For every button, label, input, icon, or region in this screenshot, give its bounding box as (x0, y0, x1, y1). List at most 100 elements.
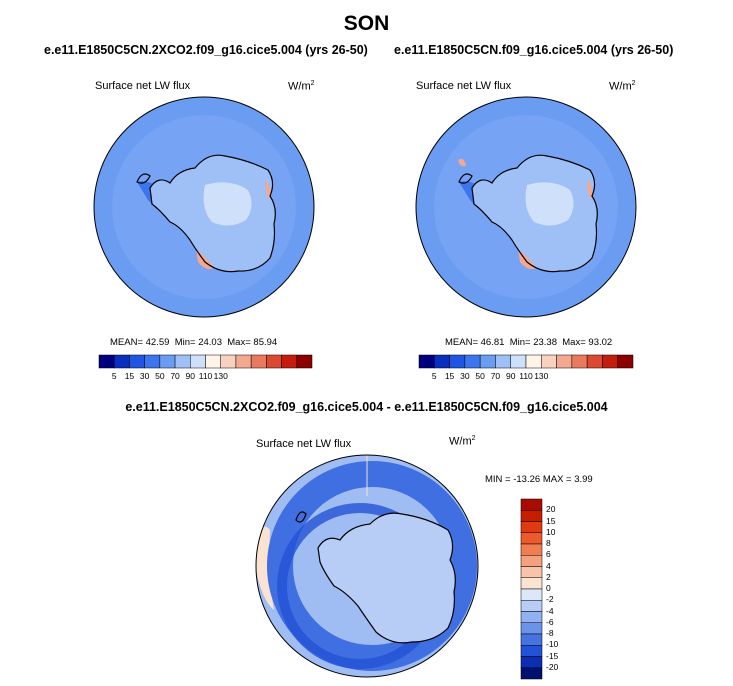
difference-colorbar-tick-label: 15 (546, 515, 556, 526)
right-colorbar-swatch (541, 354, 557, 369)
left-colorbar-swatch (159, 354, 176, 369)
left-colorbar-swatch (129, 354, 145, 369)
difference-colorbar-swatch (520, 633, 543, 646)
right-colorbar-swatch (495, 354, 511, 369)
page-title: SON (343, 12, 390, 35)
left-variable-label: Surface net LW flux (95, 80, 191, 92)
difference-colorbar-swatch (520, 667, 543, 680)
difference-variable-label: Surface net LW flux (256, 438, 352, 450)
right-colorbar-swatch (434, 354, 450, 369)
left-units-label: W/m2 (288, 80, 315, 93)
left-colorbar-swatch (266, 354, 282, 369)
right-panel-title: e.e11.E1850C5CN.f09_g16.cice5.004 (yrs 2… (394, 43, 674, 57)
left-colorbar-swatch (250, 354, 267, 369)
difference-colorbar-tick-label: 20 (546, 504, 556, 515)
difference-panel-title: e.e11.E1850C5CN.2XCO2.f09_g16.cice5.004 … (125, 400, 608, 414)
right-colorbar-swatch (602, 354, 618, 369)
difference-colorbar-swatch (520, 521, 543, 533)
right-colorbar (418, 354, 634, 369)
difference-stats: MIN = -13.26 MAX = 3.99 (485, 474, 593, 485)
right-polar-map (416, 97, 636, 317)
right-colorbar-tick-label: 15 (444, 371, 455, 381)
left-stats: MEAN= 42.59 Min= 24.03 Max= 85.94 (110, 337, 278, 348)
difference-colorbar-tick-label: 4 (546, 560, 551, 571)
left-colorbar-tick-label: 70 (170, 371, 180, 381)
difference-colorbar-swatch (520, 622, 543, 635)
difference-colorbar-tick-label: 8 (546, 538, 551, 548)
left-colorbar-tick-label: 110 (198, 371, 213, 381)
right-colorbar-tick-label: 90 (505, 371, 516, 381)
right-colorbar-tick-label: 110 (519, 371, 533, 381)
left-colorbar-swatch (281, 354, 298, 369)
left-colorbar-tick-label: 5 (111, 371, 117, 381)
interior-field (525, 182, 574, 226)
right-colorbar-tick-label: 50 (475, 371, 485, 381)
left-panel-title: e.e11.E1850C5CN.2XCO2.f09_g16.cice5.004 … (44, 43, 368, 57)
antarctica-coastline (471, 154, 598, 273)
peninsula-coastline (458, 173, 473, 184)
difference-colorbar-swatch (520, 566, 543, 578)
right-colorbar-swatch (479, 354, 496, 369)
left-colorbar-swatch (235, 354, 252, 369)
difference-colorbar-swatch (520, 600, 543, 612)
warm-anomaly-ross (518, 250, 536, 270)
right-colorbar-swatch (464, 354, 481, 369)
right-colorbar-swatch (525, 354, 542, 369)
warm-anomaly-peninsula (458, 158, 466, 167)
right-colorbar-tick-label: 30 (460, 371, 470, 381)
difference-colorbar-swatch (520, 645, 543, 657)
peninsula-coastline (136, 173, 151, 184)
left-colorbar (98, 354, 313, 369)
interior-field (203, 182, 252, 226)
left-map-border (93, 96, 315, 318)
antarctica-coastline (317, 512, 456, 644)
right-colorbar-tick-label: 70 (490, 371, 501, 381)
left-colorbar-tick-label: 90 (185, 371, 196, 381)
difference-colorbar-tick-label: -10 (546, 639, 559, 650)
difference-colorbar-swatch (520, 588, 543, 601)
left-colorbar-tick-label: 30 (139, 371, 150, 381)
right-variable-label: Surface net LW flux (416, 80, 512, 92)
right-stats: MEAN= 46.81 Min= 23.38 Max= 93.02 (445, 337, 613, 348)
difference-colorbar-swatch (520, 555, 543, 567)
left-colorbar-tick-label: 130 (213, 371, 228, 381)
difference-colorbar-swatch (520, 498, 543, 511)
warm-anomaly-coast (587, 180, 593, 200)
difference-colorbar-tick-label: -15 (546, 650, 559, 661)
left-colorbar-tick-label: 50 (155, 371, 165, 381)
difference-colorbar-tick-label: -6 (546, 616, 554, 627)
right-colorbar-swatch (449, 354, 466, 369)
difference-colorbar-tick-label: 6 (546, 549, 551, 560)
left-colorbar-tick-label: 15 (124, 371, 135, 381)
right-colorbar-swatch (418, 354, 435, 369)
difference-colorbar-tick-label: -4 (546, 605, 554, 616)
difference-colorbar-swatch (520, 611, 543, 623)
right-units-label: W/m2 (609, 80, 636, 93)
right-colorbar-swatch (617, 354, 634, 369)
left-colorbar-swatch (144, 354, 161, 369)
difference-colorbar-tick-label: 2 (546, 571, 551, 582)
difference-colorbar-tick-label: -2 (546, 594, 554, 605)
difference-colorbar-swatch (520, 656, 543, 668)
left-colorbar-swatch (98, 354, 115, 369)
right-colorbar-tick-label: 130 (534, 371, 549, 381)
left-colorbar-swatch (174, 354, 191, 369)
peninsula-coastline (295, 511, 307, 523)
difference-colorbar-swatch (520, 510, 543, 522)
right-colorbar-tick-label: 5 (431, 371, 437, 381)
left-colorbar-swatch (113, 354, 130, 369)
left-colorbar-swatch (205, 354, 221, 369)
warm-anomaly-ross (196, 250, 214, 270)
difference-colorbar-tick-label: -20 (546, 661, 559, 672)
difference-units-label: W/m2 (449, 435, 476, 448)
left-colorbar-swatch (296, 354, 313, 369)
right-colorbar-swatch (556, 354, 573, 369)
left-colorbar-swatch (190, 354, 206, 369)
antarctica-field (318, 513, 456, 643)
difference-polar-map (256, 455, 478, 677)
difference-colorbar-tick-label: 0 (546, 583, 551, 593)
difference-colorbar-tick-label: 10 (546, 526, 556, 537)
warm-anomaly-coast (265, 180, 271, 200)
difference-colorbar-tick-label: -8 (546, 628, 554, 638)
